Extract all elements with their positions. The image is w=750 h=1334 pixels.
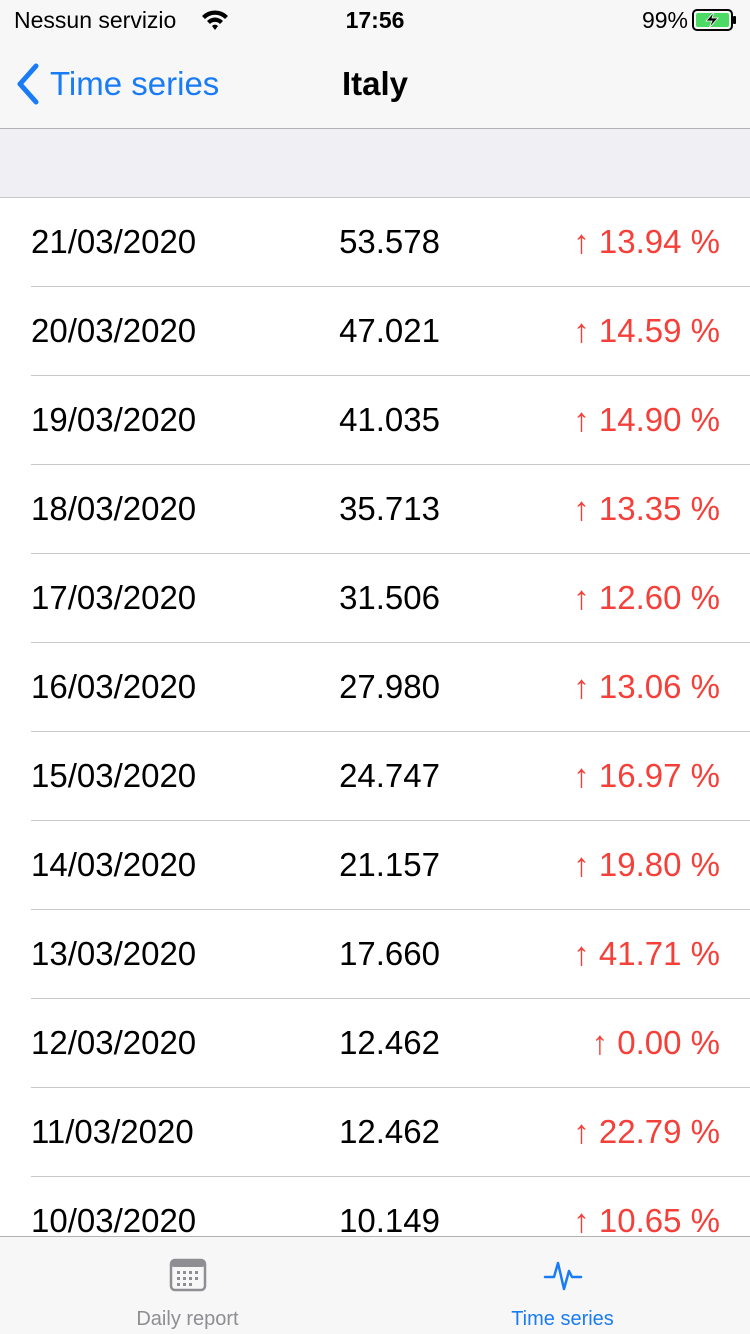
back-button[interactable]: Time series <box>14 60 219 108</box>
status-bar: Nessun servizio 17:56 99% <box>0 0 750 40</box>
row-value: 12.462 <box>339 1024 440 1061</box>
navigation-bar: Time series Italy <box>0 40 750 129</box>
tab-daily-report[interactable]: Daily report <box>0 1237 375 1334</box>
row-value: 27.980 <box>339 668 440 705</box>
row-change: ↑ 41.71 % <box>573 935 720 972</box>
table-row[interactable]: 10/03/2020 10.149 ↑ 10.65 % <box>0 1177 750 1236</box>
row-value: 24.747 <box>339 757 440 794</box>
wifi-icon <box>202 10 228 30</box>
row-value: 35.713 <box>339 490 440 527</box>
table-row[interactable]: 17/03/2020 31.506 ↑ 12.60 % <box>0 554 750 643</box>
battery-charging-icon <box>692 9 736 31</box>
tab-bar: Daily report Time series <box>0 1236 750 1334</box>
clock: 17:56 <box>345 7 405 33</box>
row-change: ↑ 16.97 % <box>573 757 720 794</box>
row-change: ↑ 12.60 % <box>573 579 720 616</box>
table-row[interactable]: 20/03/2020 47.021 ↑ 14.59 % <box>0 287 750 376</box>
row-value: 12.462 <box>339 1113 440 1150</box>
battery-percent: 99% <box>641 7 688 33</box>
row-date: 16/03/2020 <box>31 668 197 705</box>
time-series-table[interactable]: 21/03/2020 53.578 ↑ 13.94 % 20/03/2020 47.02… <box>0 198 750 1236</box>
page-title: Italy <box>341 65 409 102</box>
table-row[interactable]: 13/03/2020 17.660 ↑ 41.71 % <box>0 910 750 999</box>
row-change: ↑ 22.79 % <box>573 1113 720 1150</box>
section-header <box>0 129 750 198</box>
row-date: 12/03/2020 <box>31 1024 197 1061</box>
row-change: ↑ 19.80 % <box>573 846 720 883</box>
row-date: 19/03/2020 <box>31 401 197 438</box>
row-change: ↑ 13.94 % <box>573 223 720 260</box>
calendar-icon <box>169 1258 206 1292</box>
table-row[interactable]: 12/03/2020 12.462 ↑ 0.00 % <box>0 999 750 1088</box>
row-value: 10.149 <box>339 1202 440 1236</box>
row-date: 15/03/2020 <box>31 757 197 794</box>
row-value: 21.157 <box>339 846 440 883</box>
table-row[interactable]: 18/03/2020 35.713 ↑ 13.35 % <box>0 465 750 554</box>
row-value: 47.021 <box>339 312 440 349</box>
table-row[interactable]: 11/03/2020 12.462 ↑ 22.79 % <box>0 1088 750 1177</box>
row-date: 14/03/2020 <box>31 846 197 883</box>
row-date: 21/03/2020 <box>31 223 197 260</box>
table-row[interactable]: 16/03/2020 27.980 ↑ 13.06 % <box>0 643 750 732</box>
row-change: ↑ 0.00 % <box>591 1024 720 1061</box>
row-value: 31.506 <box>339 579 440 616</box>
tab-daily-report-label: Daily report <box>136 1308 239 1330</box>
row-date: 11/03/2020 <box>31 1113 194 1150</box>
row-change: ↑ 14.90 % <box>573 401 720 438</box>
table-row[interactable]: 15/03/2020 24.747 ↑ 16.97 % <box>0 732 750 821</box>
row-date: 20/03/2020 <box>31 312 197 349</box>
row-date: 18/03/2020 <box>31 490 197 527</box>
table-row[interactable]: 21/03/2020 53.578 ↑ 13.94 % <box>0 198 750 287</box>
pulse-icon <box>543 1261 582 1291</box>
row-change: ↑ 13.06 % <box>573 668 720 705</box>
row-change: ↑ 13.35 % <box>573 490 720 527</box>
row-date: 13/03/2020 <box>31 935 197 972</box>
tab-time-series[interactable]: Time series <box>375 1237 750 1334</box>
carrier-label: Nessun servizio <box>14 7 177 33</box>
table-row[interactable]: 14/03/2020 21.157 ↑ 19.80 % <box>0 821 750 910</box>
back-button-label: Time series <box>50 65 220 102</box>
chevron-left-icon <box>17 63 39 105</box>
row-value: 41.035 <box>339 401 440 438</box>
table-row[interactable]: 19/03/2020 41.035 ↑ 14.90 % <box>0 376 750 465</box>
row-change: ↑ 14.59 % <box>573 312 720 349</box>
row-value: 53.578 <box>339 223 440 260</box>
row-value: 17.660 <box>339 935 440 972</box>
row-change: ↑ 10.65 % <box>573 1202 720 1236</box>
row-date: 17/03/2020 <box>31 579 197 616</box>
row-date: 10/03/2020 <box>31 1202 197 1236</box>
tab-time-series-label: Time series <box>511 1308 614 1330</box>
